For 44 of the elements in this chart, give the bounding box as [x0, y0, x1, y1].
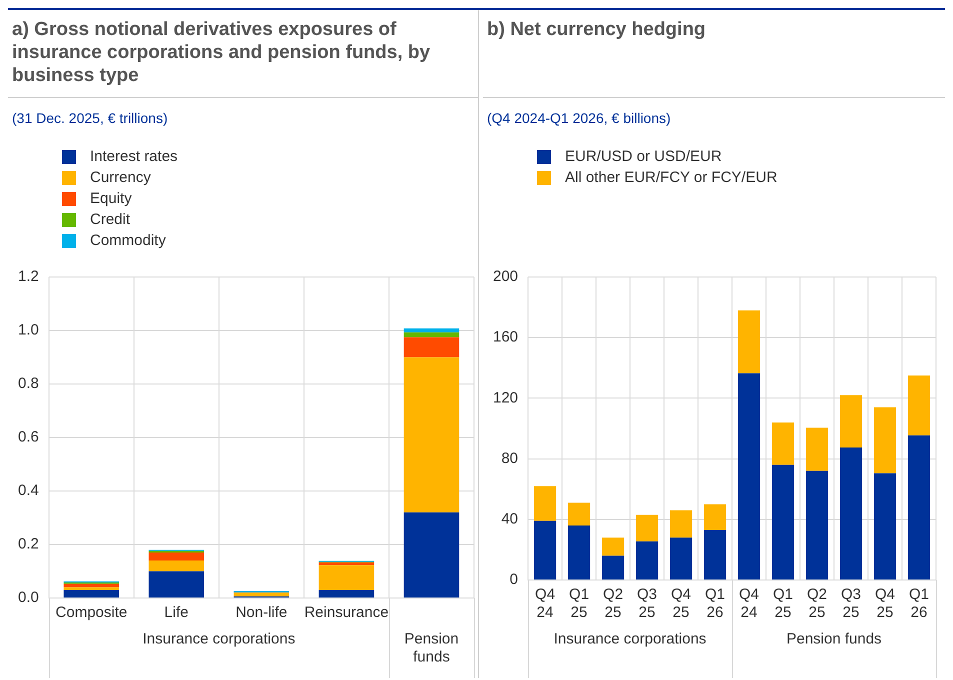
legend-label: Interest rates: [90, 148, 178, 165]
chart-subtitle: (31 Dec. 2025, € trillions): [11, 109, 169, 128]
y-tick-label: 1.0: [18, 322, 39, 339]
legend-label: All other EUR/FCY or FCY/EUR: [565, 169, 778, 186]
x-tick-label: Q3 25: [841, 586, 862, 622]
x-tick-label: Q4 25: [874, 586, 896, 622]
x-tick-label: Q1 25: [773, 586, 794, 622]
x-tick-label: Composite: [56, 604, 128, 622]
y-tick-label: 0.8: [18, 375, 39, 392]
legend-label: Credit: [90, 211, 130, 228]
y-tick-label: 0: [510, 571, 518, 588]
text: Pension funds: [404, 630, 459, 666]
legend-label: Currency: [90, 169, 151, 186]
x-tick-label: Q4 24: [739, 586, 760, 622]
text: Insurance corporations: [142, 630, 296, 648]
legend-label: Commodity: [90, 232, 166, 249]
chart-title: a) Gross notional derivatives exposures of insurance corporations and pension funds, by business type: [12, 18, 432, 87]
chart-subtitle: (Q4 2024-Q1 2026, € billions): [486, 109, 672, 128]
x-tick-label: Q3 25: [637, 586, 658, 622]
x-tick-label: Q1 26: [705, 586, 726, 622]
x-tick-label: Non-life: [236, 604, 288, 622]
x-tick-label: Q2 25: [603, 586, 624, 622]
x-tick-label: Q4 25: [671, 586, 692, 622]
y-tick-label: 0.6: [18, 428, 39, 446]
legend-label: EUR/USD or USD/EUR: [565, 148, 722, 165]
x-tick-label: Life: [164, 604, 188, 622]
text: Pension funds: [786, 630, 882, 648]
legend-label: Equity: [90, 190, 132, 207]
y-tick-label: 0.0: [18, 589, 39, 606]
x-tick-label: Reinsurance: [304, 604, 389, 622]
y-tick-label: 0.2: [18, 536, 39, 553]
x-tick-label: Q1 26: [908, 586, 930, 622]
y-tick-label: 160: [492, 328, 518, 346]
text: Insurance corporations: [554, 630, 706, 648]
x-tick-label: Q2 25: [807, 586, 828, 622]
chart-title: b) Net currency hedging: [487, 18, 707, 41]
x-tick-label: Q1 25: [569, 586, 590, 622]
y-tick-label: 1.2: [18, 268, 39, 286]
y-tick-label: 40: [501, 510, 518, 528]
x-tick-label: Q4 24: [535, 586, 556, 622]
y-tick-label: 120: [492, 389, 518, 406]
y-tick-label: 0.4: [18, 482, 39, 500]
y-tick-label: 80: [501, 450, 518, 467]
y-tick-label: 200: [492, 268, 518, 286]
